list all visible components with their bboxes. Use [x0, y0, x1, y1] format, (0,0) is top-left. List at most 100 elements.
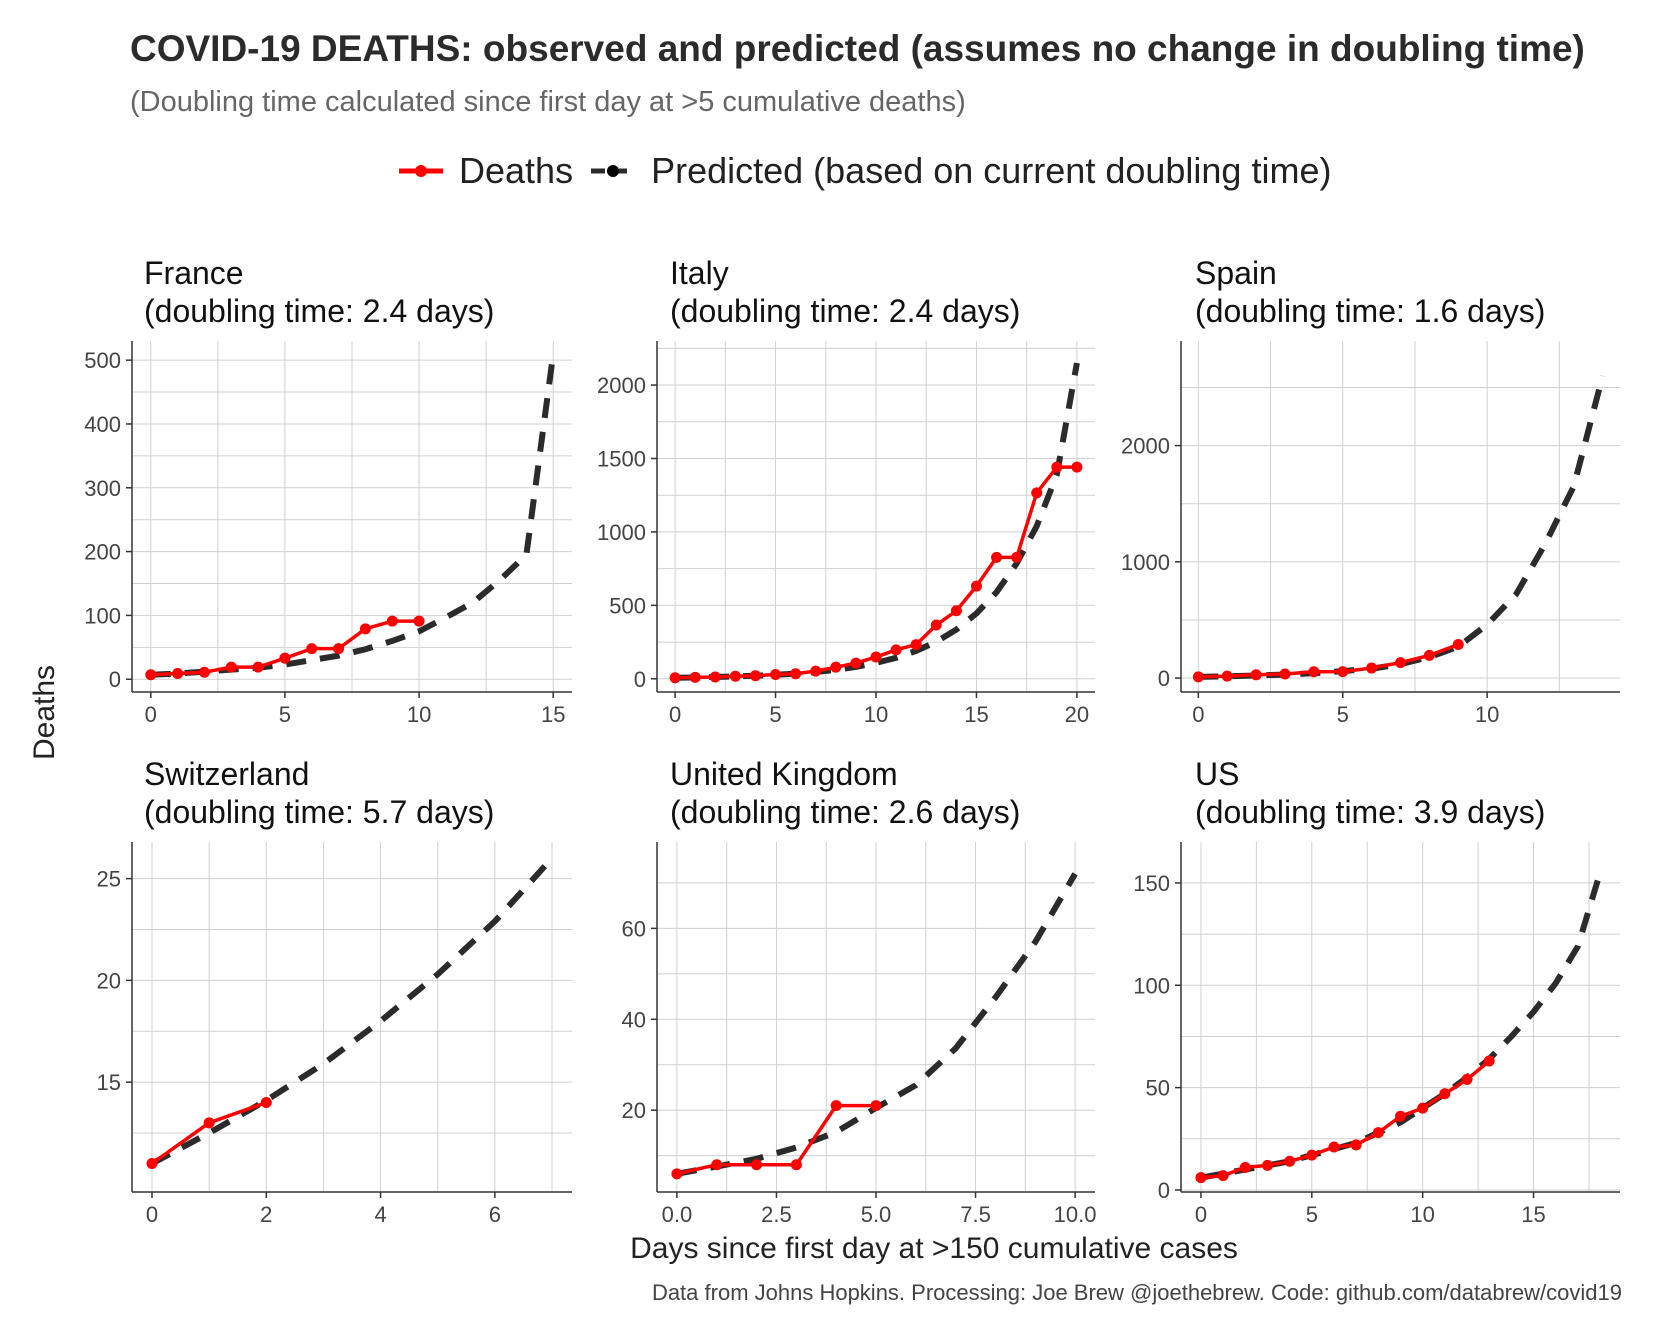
observed-point: [225, 661, 237, 673]
observed-point: [910, 639, 922, 651]
panel-switzerland: 0 2 4 6 15 20 25: [97, 842, 572, 1227]
y-tick-label: 0: [634, 667, 646, 692]
observed-point: [333, 643, 345, 655]
observed-point: [1452, 638, 1464, 650]
observed-point: [1306, 1149, 1318, 1161]
caption: Data from Johns Hopkins. Processing: Joe…: [651, 1280, 1622, 1305]
x-tick-label: 15: [964, 702, 988, 727]
observed-point: [146, 1158, 158, 1170]
panel-spain: 0 5 10 0 1000 2000: [1121, 341, 1620, 727]
x-tick-label: 0: [1195, 1202, 1207, 1227]
y-tick-label: 500: [609, 593, 646, 618]
observed-point: [1261, 1159, 1273, 1171]
x-tick-label: 10: [1475, 702, 1499, 727]
observed-point: [770, 669, 782, 681]
observed-point: [810, 665, 822, 677]
x-tick-label: 20: [1065, 702, 1089, 727]
observed-point: [172, 667, 184, 679]
observed-point: [1279, 668, 1291, 680]
x-tick-label: 4: [374, 1202, 386, 1227]
observed-point: [709, 671, 721, 683]
observed-point: [1395, 657, 1406, 669]
y-tick-label: 0: [1158, 666, 1170, 691]
observed-point: [359, 623, 371, 635]
panel-doubling-italy: (doubling time: 2.4 days): [670, 293, 1021, 329]
observed-point: [1284, 1155, 1296, 1167]
observed-point: [751, 1159, 763, 1171]
x-tick-label: 0: [1192, 702, 1204, 727]
panel-doubling-us: (doubling time: 3.9 days): [1195, 794, 1546, 830]
y-tick-label: 15: [97, 1070, 121, 1095]
predicted-line-us: [1200, 871, 1603, 1181]
x-tick-label: 6: [489, 1202, 501, 1227]
observed-point: [306, 643, 318, 655]
observed-point: [1308, 666, 1320, 678]
observed-point: [870, 1100, 882, 1112]
x-tick-label: 10: [864, 702, 888, 727]
observed-point: [729, 670, 741, 682]
panel-doubling-spain: (doubling time: 1.6 days): [1195, 293, 1546, 329]
panel-country-italy: Italy: [670, 255, 729, 291]
observed-point: [1423, 649, 1435, 661]
observed-point: [1031, 487, 1043, 499]
observed-point: [970, 580, 982, 592]
observed-point: [669, 672, 681, 684]
y-tick-label: 1000: [1121, 550, 1170, 575]
observed-point: [1195, 1172, 1207, 1184]
observed-point: [1350, 1139, 1362, 1151]
x-tick-label: 15: [1521, 1202, 1545, 1227]
panel-title-italy: Italy (doubling time: 2.4 days): [670, 254, 1020, 330]
y-tick-label: 500: [84, 348, 121, 373]
panel-country-switzerland: Switzerland: [144, 756, 310, 792]
x-tick-label: 10: [407, 702, 431, 727]
legend-label-predicted: Predicted (based on current doubling tim…: [651, 150, 1332, 191]
x-tick-label: 0: [145, 702, 157, 727]
observed-point: [850, 657, 862, 669]
observed-point: [991, 551, 1003, 563]
predicted-line-spain: [1198, 375, 1606, 680]
x-tick-label: 5: [1337, 702, 1349, 727]
panel-title-france: France (doubling time: 2.4 days): [144, 254, 494, 330]
observed-point: [1483, 1055, 1495, 1067]
observed-point: [790, 668, 802, 680]
observed-point: [1395, 1110, 1406, 1122]
panel-title-switzerland: Switzerland (doubling time: 5.7 days): [144, 755, 494, 831]
panel-doubling-united-kingdom: (doubling time: 2.6 days): [670, 794, 1021, 830]
observed-point: [1051, 461, 1063, 473]
panel-doubling-switzerland: (doubling time: 5.7 days): [144, 794, 495, 830]
panel-country-united-kingdom: United Kingdom: [670, 756, 898, 792]
observed-point: [870, 651, 882, 663]
x-tick-label: 0.0: [662, 1202, 693, 1227]
y-tick-label: 100: [1133, 973, 1170, 998]
y-axis-label: Deaths: [28, 664, 61, 760]
y-tick-label: 0: [109, 667, 121, 692]
panel-title-spain: Spain (doubling time: 1.6 days): [1195, 254, 1545, 330]
observed-point: [1417, 1102, 1429, 1114]
y-tick-label: 20: [97, 968, 121, 993]
x-tick-label: 5: [279, 702, 291, 727]
panel-country-france: France: [144, 255, 244, 291]
observed-point: [386, 615, 398, 627]
y-tick-label: 200: [84, 540, 121, 565]
observed-point: [1366, 662, 1378, 674]
x-tick-label: 0: [669, 702, 681, 727]
legend-label-deaths: Deaths: [459, 150, 574, 191]
observed-point: [1217, 1170, 1229, 1182]
chart-subtitle: (Doubling time calculated since first da…: [130, 86, 966, 118]
observed-point: [1372, 1127, 1384, 1139]
observed-line-united-kingdom: [676, 1103, 876, 1176]
observed-point: [203, 1117, 215, 1129]
observed-point: [1221, 670, 1233, 682]
observed-point: [830, 661, 842, 673]
x-tick-label: 10.0: [1054, 1202, 1097, 1227]
y-tick-label: 25: [97, 867, 121, 892]
observed-point: [1071, 461, 1083, 473]
y-tick-label: 2000: [1121, 434, 1170, 459]
panel-italy: 0 5 10 15 20 0 500 1000 1500 2000: [597, 341, 1095, 727]
y-tick-label: 40: [622, 1007, 646, 1032]
observed-line-us: [1200, 1059, 1491, 1180]
x-tick-label: 5.0: [861, 1202, 892, 1227]
y-tick-label: 1000: [597, 520, 646, 545]
x-tick-label: 2.5: [761, 1202, 792, 1227]
